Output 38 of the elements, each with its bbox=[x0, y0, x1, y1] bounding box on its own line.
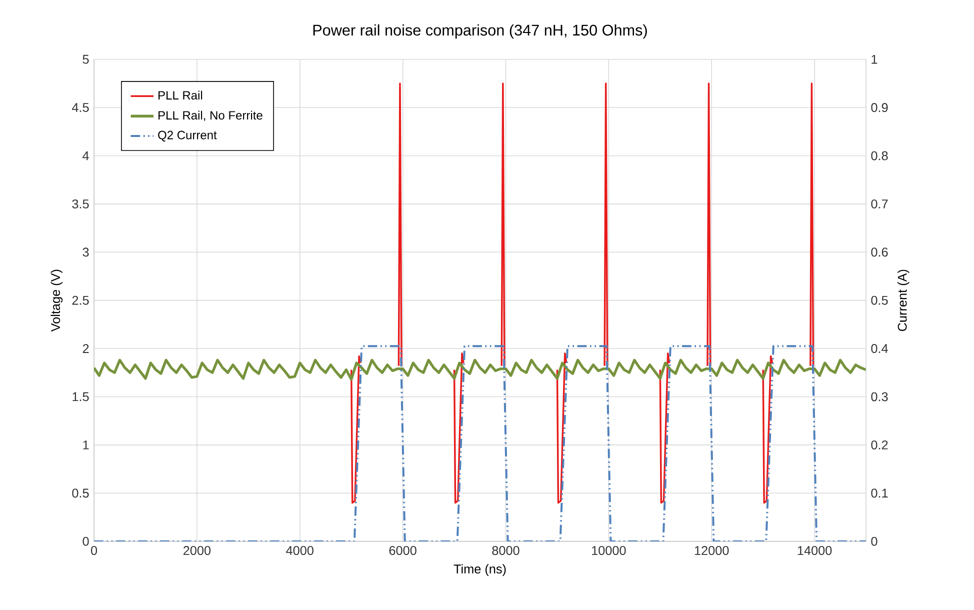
y2-tick-label: 0.8 bbox=[871, 151, 888, 160]
x-tick-label: 4000 bbox=[286, 546, 314, 556]
y2-tick-label: 0.6 bbox=[871, 248, 888, 257]
y2-tick-label: 0.7 bbox=[871, 199, 888, 208]
y2-tick-label: 0.2 bbox=[871, 440, 888, 450]
y-tick-label: 3 bbox=[82, 248, 89, 257]
chart-title: Power rail noise comparison (347 nH, 150 Ohms) bbox=[313, 24, 647, 39]
y-tick-label: 5 bbox=[82, 54, 89, 64]
y-tick-label: 3.5 bbox=[72, 199, 89, 208]
x-axis-title: Time (ns) bbox=[454, 564, 506, 576]
x-tick-label: 2000 bbox=[183, 546, 211, 556]
y-tick-label: 0 bbox=[82, 536, 89, 546]
y2-tick-label: 0 bbox=[871, 536, 878, 546]
y-axis-title: Voltage (V) bbox=[50, 270, 63, 332]
x-tick-label: 12000 bbox=[694, 546, 729, 556]
x-tick-label: 0 bbox=[90, 546, 98, 556]
y2-tick-label: 0.9 bbox=[871, 103, 888, 112]
y2-tick-label: 0.3 bbox=[871, 392, 888, 402]
y-tick-label: 2 bbox=[82, 344, 89, 353]
y-tick-label: 4 bbox=[82, 151, 89, 160]
x-tick-label: 10000 bbox=[592, 546, 626, 556]
line-series bbox=[94, 358, 866, 381]
x-tick-label: 8000 bbox=[492, 546, 520, 556]
y-tick-label: 1.5 bbox=[72, 392, 89, 402]
legend-label: Q2 Current bbox=[158, 130, 217, 142]
y2-tick-label: 0.1 bbox=[871, 488, 888, 498]
y2-tick-label: 1 bbox=[872, 54, 878, 64]
y-tick-label: 2.5 bbox=[72, 296, 89, 305]
x-tick-label: 14000 bbox=[798, 546, 832, 556]
y-tick-label: 4.5 bbox=[72, 103, 89, 112]
y-tick-label: 0.5 bbox=[72, 488, 89, 498]
x-tick-label: 6000 bbox=[389, 546, 416, 556]
y2-tick-label: 0.4 bbox=[871, 344, 888, 354]
y2-tick-label: 0.5 bbox=[871, 296, 888, 305]
y2-axis-title: Current (A) bbox=[897, 270, 910, 331]
legend-label: PLL Rail, No Ferrite bbox=[158, 110, 262, 122]
legend-label: PLL Rail bbox=[158, 90, 202, 100]
y-tick-label: 1 bbox=[83, 440, 89, 450]
